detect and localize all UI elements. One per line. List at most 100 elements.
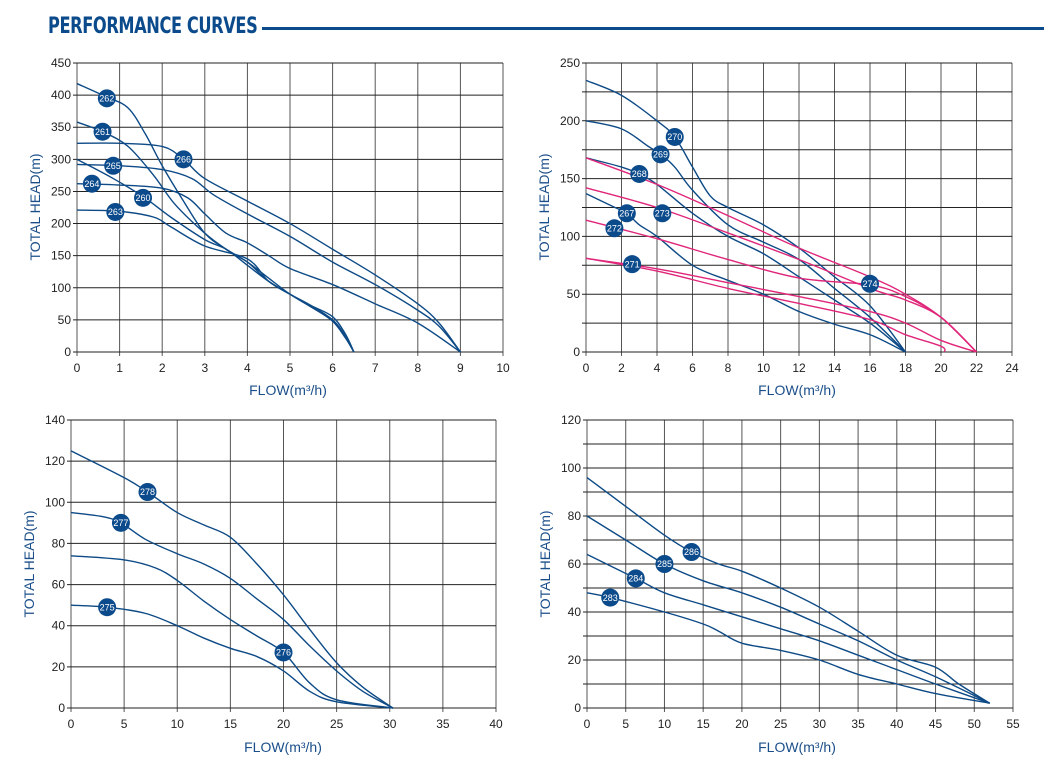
title-rule [262,27,1044,30]
y-tick-label: 100 [561,461,581,475]
series-badge [655,555,674,573]
y-tick-label: 200 [51,217,71,231]
chart-1: 0 1 2 3 4 5 6 7 8 9 10050100150200250300350400450F… [27,56,510,398]
y-tick-label: 80 [52,536,66,550]
series-curve-286 [586,477,991,704]
series-badge [617,204,636,223]
series-curve-275 [70,604,394,709]
series-badge-label: 283 [603,593,618,603]
x-tick-label: 10 [171,717,185,731]
x-tick-label: 4 [654,361,661,375]
x-tick-label: 8 [725,361,732,375]
x-tick-label: 35 [851,717,865,731]
y-tick-label: 120 [45,454,65,468]
series-badge-label: 269 [653,150,668,160]
series-badge [111,513,130,532]
series-badge [626,569,645,588]
x-tick-label: 6 [689,361,696,375]
y-tick-label: 300 [51,152,71,166]
x-tick-label: 0 [583,361,590,375]
x-tick-label: 7 [372,361,379,375]
series-badge-label: 276 [276,648,291,658]
x-tick-label: 20 [277,717,291,731]
series-badge-label: 261 [95,127,110,137]
series-curve-271 [585,257,977,353]
x-tick-label: 15 [697,717,711,731]
x-tick-label: 3 [201,361,208,375]
series-badge-label: 274 [862,279,877,289]
series-badge [651,145,670,164]
y-tick-label: 350 [51,120,71,134]
series-badge-label: 260 [136,193,151,203]
series-badge-label: 265 [106,161,121,171]
series-badge [605,219,624,238]
series-badge-label: 270 [667,132,682,142]
x-tick-label: 55 [1006,717,1020,731]
chart-4: 0 5 10 15 20 25 30 35 40 45 50 55 0 20 40 60 80 100 120 FLO… [537,413,1020,755]
y-tick-label: 140 [45,413,65,427]
x-tick-label: 15 [224,717,238,731]
series-badge [134,188,153,207]
x-tick-label: 50 [968,717,982,731]
series-curve-284 [586,553,990,704]
y-tick-label: 150 [51,249,71,263]
x-tick-label: 18 [899,361,913,375]
y-tick-label: 100 [51,281,71,295]
y-tick-label: 120 [561,413,581,427]
series-badge-label: 273 [655,208,670,218]
x-tick-label: 12 [792,361,806,375]
series-badge [601,588,620,607]
y-tick-label: 200 [560,114,580,128]
x-tick-label: 0 [74,361,81,375]
x-tick-label: 5 [287,361,294,375]
x-tick-label: 8 [414,361,421,375]
y-tick-label: 0 [64,345,71,359]
x-tick-label: 40 [890,717,904,731]
x-tick-label: 6 [329,361,336,375]
x-tick-label: 35 [436,717,450,731]
y-tick-label: 40 [568,605,582,619]
series-curve-276 [70,555,394,709]
x-tick-label: 25 [774,717,788,731]
series-badge-label: 278 [140,487,155,497]
y-tick-label: 40 [52,619,66,633]
x-tick-label: 10 [757,361,771,375]
x-axis-label: FLOW(m³/h) [758,739,836,755]
series-badge-label: 263 [108,207,123,217]
y-tick-label: 150 [560,172,580,186]
series-badge [97,89,116,108]
series-badge [82,174,101,193]
y-tick-label: 250 [560,56,580,70]
series-badge-label: 272 [607,224,622,234]
series-curve-264 [76,183,461,353]
series-badge [653,204,672,223]
x-tick-label: 9 [457,361,464,375]
series-badge [106,202,125,221]
x-axis-label: FLOW(m³/h) [249,382,327,398]
y-tick-label: 60 [52,578,66,592]
series-badge-label: 268 [632,169,647,179]
x-tick-label: 45 [929,717,943,731]
series-curve-283 [586,592,990,704]
y-axis-label: TOTAL HEAD(m) [536,153,552,260]
series-badge-label: 262 [99,94,114,104]
series-badge [682,543,701,561]
page-title: PERFORMANCE CURVES [48,14,258,39]
y-tick-label: 60 [568,557,582,571]
series-badge [630,164,649,183]
y-axis-label: TOTAL HEAD(m) [537,510,553,617]
y-tick-label: 100 [45,495,65,509]
series-badge [274,643,293,662]
x-tick-label: 25 [330,717,344,731]
series-curve-266 [76,142,461,353]
y-tick-label: 400 [51,88,71,102]
y-tick-label: 20 [52,660,66,674]
series-curve-unlabeled [585,257,946,353]
x-tick-label: 10 [658,717,672,731]
series-badge-label: 266 [176,155,191,165]
series-curve-274 [585,219,977,353]
series-curve-270 [585,79,907,353]
x-tick-label: 2 [618,361,625,375]
x-tick-label: 14 [828,361,842,375]
